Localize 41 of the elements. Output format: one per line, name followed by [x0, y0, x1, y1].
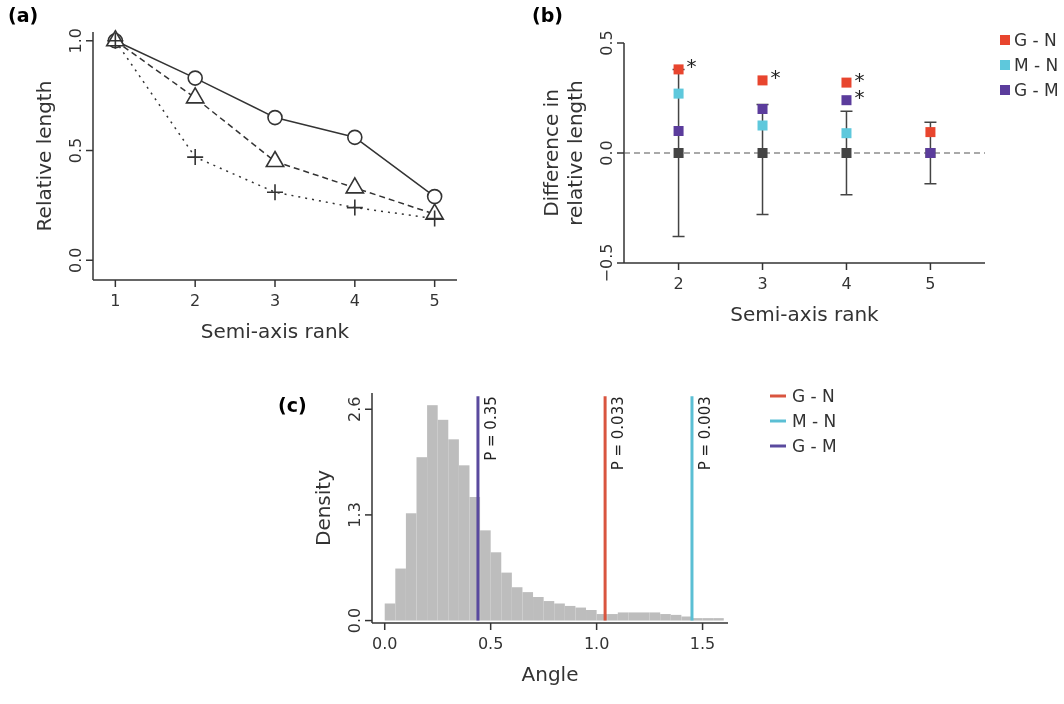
x-axis-title: Angle: [521, 662, 579, 686]
y-tick-label: 0.0: [66, 247, 85, 273]
annotation: P = 0.033: [609, 396, 628, 471]
y-tick-label: 1.3: [345, 502, 364, 528]
legend-label: G - N: [1014, 30, 1057, 50]
x-tick-label: 3: [757, 274, 768, 293]
annotation: P = 0.003: [695, 396, 714, 471]
y-tick-label: 0.0: [597, 140, 616, 166]
x-tick-label: 5: [429, 291, 440, 310]
legend-label: M - N: [792, 411, 837, 431]
x-tick-label: 4: [349, 291, 360, 310]
annotation: *: [686, 54, 697, 79]
y-tick-label: 0.0: [345, 607, 364, 634]
y-axis-title: Difference in relative length: [539, 80, 587, 226]
chart-title: (b): [532, 4, 563, 26]
y-tick-label: 2.6: [345, 396, 364, 422]
x-tick-label: 0.0: [371, 634, 398, 653]
y-axis-title: Relative length: [32, 80, 56, 232]
x-axis-title: Semi-axis rank: [200, 319, 350, 343]
x-tick-label: 2: [673, 274, 684, 293]
x-tick-label: 1: [110, 291, 121, 310]
y-tick-label: 0.5: [66, 137, 85, 164]
y-tick-label: 0.5: [597, 30, 616, 56]
chart-title: (c): [278, 394, 307, 416]
x-tick-label: 5: [925, 274, 936, 293]
y-tick-label: 1.0: [66, 28, 85, 54]
x-tick-label: 3: [269, 291, 281, 310]
legend-label: G - M: [1014, 80, 1059, 100]
chart-title: (a): [8, 4, 39, 26]
x-tick-label: 4: [841, 274, 852, 293]
legend-label: G - N: [792, 386, 835, 406]
annotation: *: [770, 65, 781, 90]
annotation: P = 0.35: [481, 396, 500, 461]
x-axis-title: Semi-axis rank: [730, 302, 880, 326]
y-tick-label: −0.5: [597, 243, 616, 283]
legend-label: G - M: [792, 436, 837, 456]
x-tick-label: 0.5: [477, 634, 504, 653]
y-axis-title: Density: [311, 469, 335, 547]
x-tick-label: 2: [190, 291, 201, 310]
legend-label: M - N: [1014, 55, 1059, 75]
x-tick-label: 1.5: [689, 634, 716, 653]
